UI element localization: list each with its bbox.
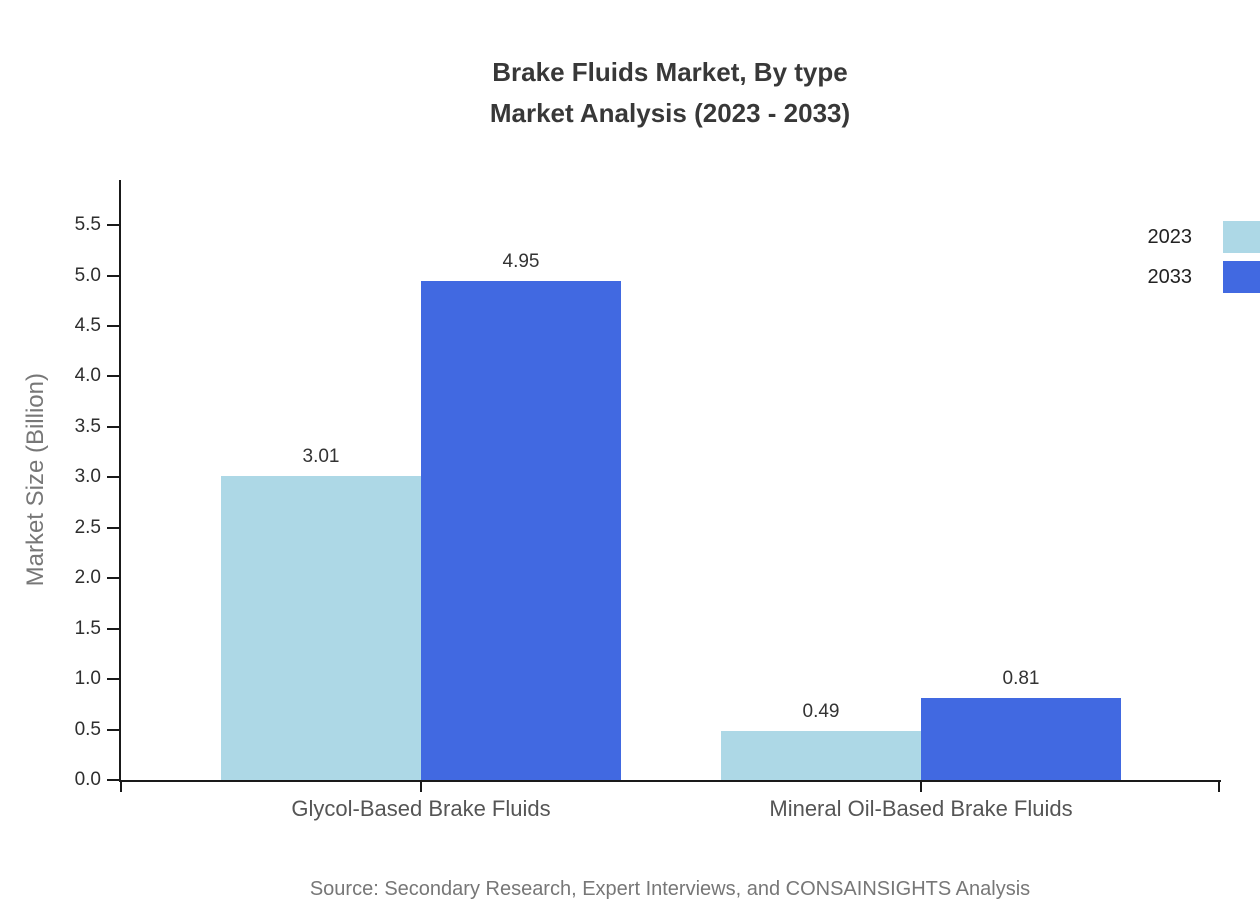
legend-item-label: 2033 xyxy=(1147,265,1193,288)
y-tick-label: 0.0 xyxy=(74,769,101,790)
y-tick-label: 1.5 xyxy=(74,617,101,639)
y-tick-mark xyxy=(107,425,119,428)
x-tick-mark xyxy=(420,780,422,792)
bar-value-label: 3.01 xyxy=(302,446,340,468)
bar-value-label: 0.49 xyxy=(802,700,840,722)
bar-value-label: 0.81 xyxy=(1002,668,1040,690)
chart-title-line1: Brake Fluids Market, By type xyxy=(492,57,848,87)
chart-title-line2: Market Analysis (2023 - 2033) xyxy=(489,98,851,128)
x-tick-mark xyxy=(920,780,922,792)
y-tick-mark xyxy=(107,375,119,378)
y-tick-mark xyxy=(107,274,119,277)
x-tick-mark xyxy=(1218,780,1220,792)
bar-value-label: 4.95 xyxy=(502,250,540,272)
y-tick-label: 2.5 xyxy=(74,516,101,538)
y-axis-title-text: Market Size (Billion) xyxy=(22,373,49,587)
y-tick-label: 4.5 xyxy=(74,314,101,336)
bar-2033-category-1 xyxy=(421,280,621,780)
y-tick-mark xyxy=(107,577,119,580)
y-tick-label: 3.0 xyxy=(74,466,101,488)
category-label: Glycol-Based Brake Fluids xyxy=(291,796,551,821)
y-tick-mark xyxy=(107,627,119,630)
y-tick-mark xyxy=(107,476,119,479)
y-tick-label: 4.0 xyxy=(74,365,101,387)
y-tick-label: 0.5 xyxy=(74,718,101,740)
y-tick-mark xyxy=(107,728,119,731)
y-axis-title: Market Size (Billion) xyxy=(14,180,58,780)
legend-swatch xyxy=(1223,261,1260,293)
y-tick-mark xyxy=(107,779,119,781)
chart-title: Brake Fluids Market, By type Market Anal… xyxy=(120,52,1220,134)
plot-area: 0.0 0.5 1.0 1.5 2.0 2.5 3.0 3.5 4.0 4.5 5.0 5.5 Glyc… xyxy=(75,180,1221,821)
category-label: Mineral Oil-Based Brake Fluids xyxy=(769,796,1073,821)
legend-swatch xyxy=(1223,221,1260,253)
bar-2033-category-2 xyxy=(921,698,1121,780)
y-tick-mark xyxy=(107,678,119,681)
legend-item: 2033 xyxy=(1140,261,1260,293)
y-tick-mark xyxy=(107,224,119,227)
y-tick-label: 5.0 xyxy=(74,264,101,286)
source-text: Source: Secondary Research, Expert Inter… xyxy=(309,878,1031,900)
legend-item-label: 2023 xyxy=(1147,225,1193,248)
y-tick-label: 3.5 xyxy=(74,415,101,437)
legend-item: 2023 xyxy=(1140,221,1260,253)
y-tick-label: 1.0 xyxy=(74,668,101,690)
legend: 2023 2033 xyxy=(1140,221,1260,301)
x-tick-mark xyxy=(120,780,122,792)
y-tick-mark xyxy=(107,526,119,529)
y-tick-label: 5.5 xyxy=(74,214,101,236)
bar-2023-category-2 xyxy=(721,730,921,780)
y-tick-mark xyxy=(107,324,119,327)
y-tick-label: 2.0 xyxy=(74,567,101,589)
bar-2023-category-1 xyxy=(221,476,421,780)
